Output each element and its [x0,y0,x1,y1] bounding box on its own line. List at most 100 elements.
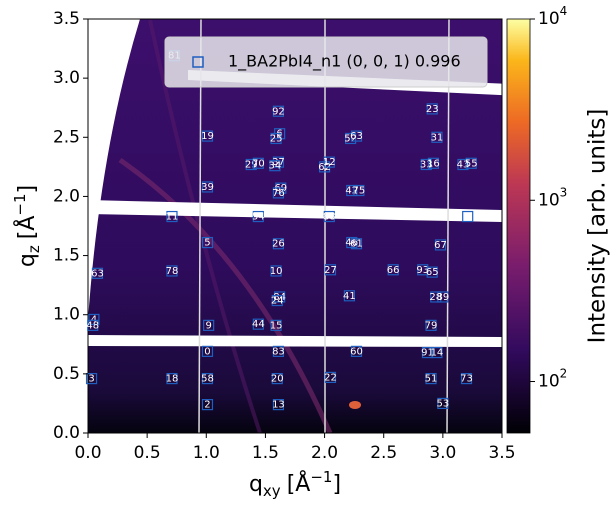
peak-marker [462,210,474,223]
peak-label: 79 [425,320,438,331]
peak-label: 27 [324,265,337,276]
peak-label: 66 [387,265,400,276]
peak-label: 55 [465,158,478,169]
peak-label: 25 [270,133,283,144]
x-tick-label: 0.0 [74,443,101,463]
peak-label: 91 [421,348,434,359]
peak-marker [425,319,437,331]
peak-label: 34 [269,161,282,172]
peak-marker [203,319,215,331]
peak-label: 41 [343,291,356,302]
peak-label: 39 [201,182,214,193]
tick-exponent: 4 [560,4,568,18]
peak-label: 42 [345,186,358,197]
x-tick-label: 3.0 [429,443,456,463]
y-tick-label: 0.0 [53,423,80,443]
peak-label: 58 [201,374,214,385]
peak-label: 3 [88,374,94,385]
peak-marker [272,345,285,357]
peak-label: 51 [425,374,438,385]
plot-frame [87,18,503,434]
peak-marker [420,158,432,171]
peak-marker [201,399,214,411]
peak-label: 22 [324,372,337,383]
peak-marker [85,372,98,385]
peak-label: 11 [166,212,179,223]
peak-marker [269,160,281,172]
peak-label: 37 [272,157,285,168]
peak-label: 63 [91,268,104,279]
peak-marker [272,105,285,117]
peak-label: 5 [204,238,210,249]
peak-marker [431,346,443,359]
axis-label-part: [Å [13,216,40,240]
peak-label: 83 [272,346,285,357]
peak-label: 76 [272,188,285,199]
peak-label: 73 [460,374,473,385]
axis-label-part: q [15,253,40,267]
axis-label-part: −1 [310,468,332,486]
peak-label: 28 [429,292,442,303]
peak-label: 44 [252,319,265,330]
peak-label: 48 [86,320,99,331]
tick-exponent: 3 [560,185,568,199]
peak-marker [201,236,214,249]
x-tick-label: 2.5 [370,443,397,463]
peak-marker [252,318,264,330]
peak-label: 16 [427,158,440,169]
peak-label: 1 [465,212,471,223]
peak-label: 23 [426,104,439,115]
colorbar-label: Intensity [arb. units] [585,109,611,344]
axis-label-part: ] [15,185,40,194]
x-axis-label: qxy [Å−1] [249,468,341,500]
detector-image [88,19,502,433]
x-tick-label: 2.0 [311,443,338,463]
peak-label: 2 [204,400,210,411]
tick-exponent: 2 [560,366,568,380]
axis-label-part: ] [332,472,341,497]
peak-marker [350,130,363,142]
y-tick-label: 2.0 [53,186,80,206]
peak-label: 24 [271,296,284,307]
peak-marker [270,265,282,277]
peak-marker [166,265,178,277]
peak-label: 78 [166,266,179,277]
peak-marker [324,264,337,276]
peak-marker [465,157,477,169]
peak-label: 31 [431,132,444,143]
peak-marker [271,294,283,307]
peak-marker [166,210,178,223]
colorbar-tick-label: 104 [538,4,567,30]
x-tick-label: 3.5 [488,443,515,463]
y-tick-label: 1.5 [53,246,80,266]
peak-marker [272,156,285,168]
peak-label: 9 [205,320,211,331]
peak-marker [427,157,439,169]
tick-base: 10 [538,9,560,29]
peak-label: 88 [323,212,336,223]
peak-marker [252,157,264,169]
legend-marker [192,56,204,68]
peak-label: 6 [276,129,282,140]
peak-marker [350,238,363,250]
peak-label: 54 [252,212,265,223]
peak-marker [201,372,214,385]
colorbar-tick-label: 102 [538,366,567,392]
y-axis-label: qz [Å−1] [11,185,43,267]
peak-label: 92 [272,106,285,117]
x-tick-label: 1.0 [193,443,220,463]
peak-label: 65 [426,267,439,278]
peak-marker [434,239,447,251]
peak-label: 53 [436,398,449,409]
y-tick-label: 0.5 [53,364,80,384]
peak-label: 10 [270,266,283,277]
peak-marker [460,372,473,385]
y-tick-label: 3.0 [53,68,80,88]
peak-marker [201,130,214,142]
peak-marker [350,345,363,357]
peak-marker [387,264,399,276]
peak-marker [166,372,178,385]
peak-marker [270,319,282,331]
peak-marker [430,291,442,303]
